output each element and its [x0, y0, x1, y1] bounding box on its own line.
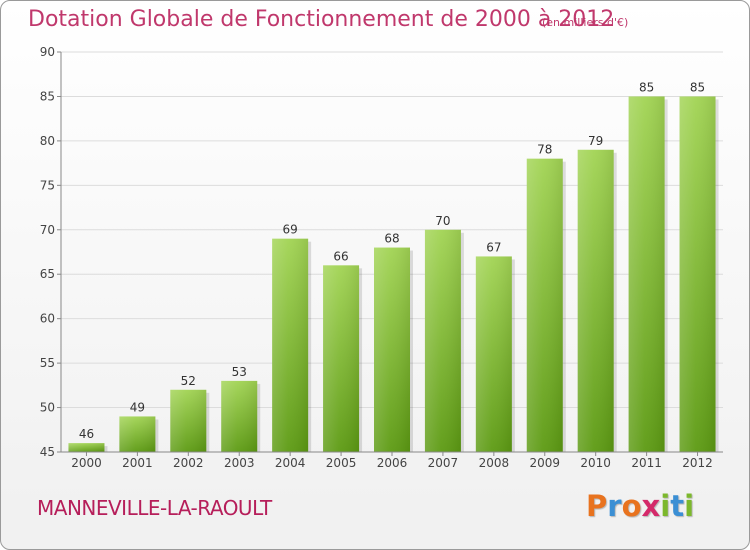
x-tick-label-2010: 2010	[580, 456, 611, 470]
data-label-2011: 85	[639, 80, 654, 94]
bar-shine	[68, 443, 105, 452]
data-label-2001: 49	[130, 400, 145, 414]
x-tick-label-2007: 2007	[428, 456, 459, 470]
x-tick-label-2005: 2005	[326, 456, 357, 470]
bar-shine	[272, 238, 309, 452]
x-tick-label-2003: 2003	[224, 456, 255, 470]
bar-shine	[323, 265, 360, 452]
data-label-2004: 69	[283, 223, 298, 237]
x-tick-label-2012: 2012	[682, 456, 713, 470]
data-label-2002: 52	[181, 374, 196, 388]
bar-shine	[526, 158, 563, 452]
y-tick-label: 50	[40, 401, 55, 415]
x-tick-label-2000: 2000	[71, 456, 102, 470]
unit-note: (en milliers d'€)	[542, 16, 629, 29]
bar-shine	[221, 380, 258, 452]
x-tick-label-2004: 2004	[275, 456, 306, 470]
x-tick-label-2011: 2011	[631, 456, 662, 470]
y-tick-label: 45	[40, 445, 55, 459]
data-label-2009: 78	[537, 143, 552, 157]
y-tick-label: 80	[40, 134, 55, 148]
data-label-2000: 46	[79, 427, 94, 441]
x-tick-label-2009: 2009	[529, 456, 560, 470]
y-tick-label: 65	[40, 267, 55, 281]
logo-letter: o	[621, 489, 642, 523]
logo-letter: i	[660, 489, 671, 523]
data-label-2008: 67	[486, 240, 501, 254]
bar-shine	[577, 149, 614, 452]
bar-shine	[119, 416, 156, 452]
bar-shine	[170, 389, 207, 452]
bar-shine	[628, 96, 665, 452]
logo-letter: t	[670, 489, 685, 523]
bar-shine	[475, 256, 512, 452]
y-tick-label: 85	[40, 89, 55, 103]
logo-letter: r	[607, 489, 622, 523]
x-tick-label-2008: 2008	[479, 456, 510, 470]
data-label-2007: 70	[435, 214, 450, 228]
bar-shine	[424, 229, 461, 452]
y-tick-label: 60	[40, 312, 55, 326]
logo-letter: i	[684, 489, 695, 523]
x-tick-label-2002: 2002	[173, 456, 204, 470]
x-tick-label-2001: 2001	[122, 456, 153, 470]
y-tick-label: 75	[40, 178, 55, 192]
logo-letter: x	[641, 489, 661, 523]
x-tick-label-2006: 2006	[377, 456, 408, 470]
data-label-2012: 85	[690, 80, 705, 94]
proxiti-logo[interactable]: Proxiti	[586, 489, 694, 523]
bar-shine	[679, 96, 716, 452]
data-label-2005: 66	[333, 249, 348, 263]
chart-title: Dotation Globale de Fonctionnement de 20…	[28, 7, 615, 32]
y-tick-label: 55	[40, 356, 55, 370]
place-name: MANNEVILLE-LA-RAOULT	[37, 496, 272, 520]
data-label-2006: 68	[384, 232, 399, 246]
data-label-2003: 53	[232, 365, 247, 379]
logo-letter: P	[586, 489, 608, 523]
bar-shine	[374, 247, 410, 452]
y-tick-label: 70	[40, 223, 55, 237]
data-label-2010: 79	[588, 134, 603, 148]
y-tick-label: 90	[40, 45, 55, 59]
